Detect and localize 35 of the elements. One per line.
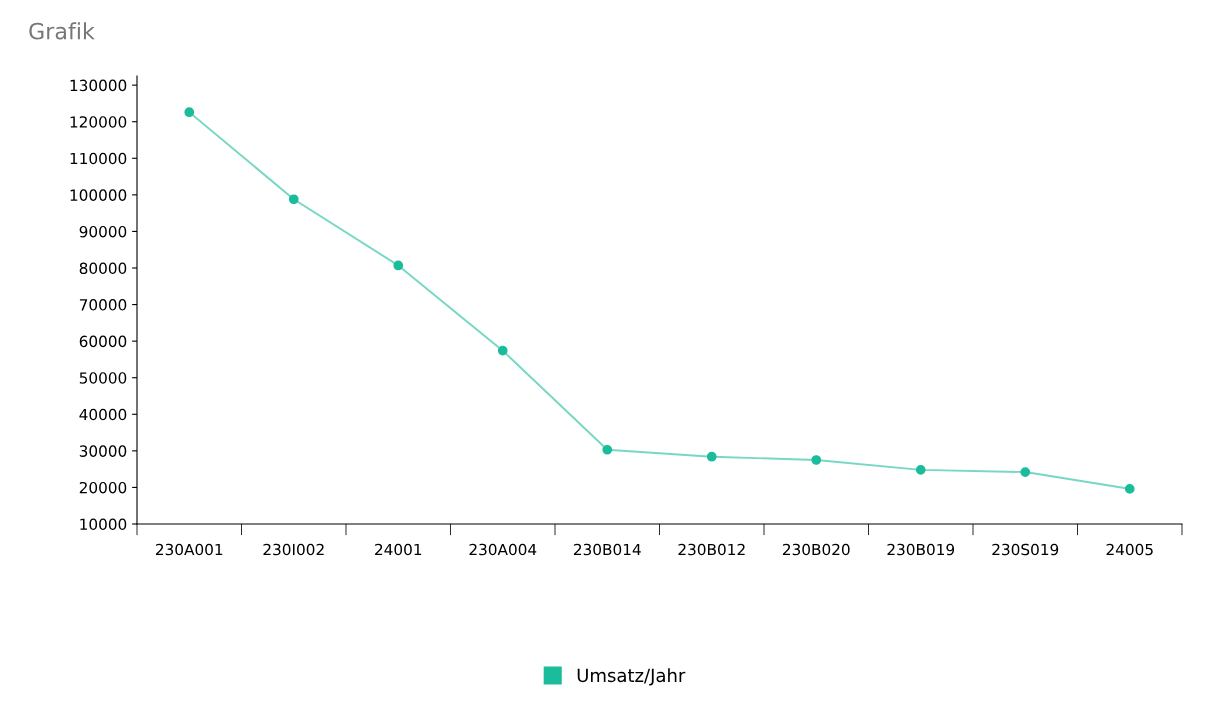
legend-label: Umsatz/Jahr [577,668,686,686]
y-tick-label: 110000 [70,152,127,165]
y-tick-label: 10000 [80,518,127,531]
x-tick-label: 230B020 [782,543,850,556]
point [811,455,822,465]
point [915,465,926,475]
y-tick-label: 120000 [70,116,127,128]
y-tick-label: 130000 [70,79,127,92]
point [1020,467,1031,477]
chart-title: Grafik [29,22,95,40]
x-tick-label: 230A001 [155,543,223,556]
y-tick-label: 20000 [79,481,127,494]
y-tick-label: 100000 [70,189,127,201]
point [602,444,613,455]
point [706,451,717,462]
point [497,345,508,356]
x-tick-label: 230A004 [469,543,537,556]
y-tick-label: 40000 [79,408,127,421]
y-tick-label: 30000 [79,445,127,457]
y-tick-label: 50000 [79,372,127,384]
x-tick-label: 24001 [375,543,422,556]
x-tick-label: 230S019 [992,543,1059,556]
x-tick-label: 230B014 [573,543,641,556]
point [184,107,195,118]
y-tick-label: 60000 [79,335,127,348]
point [1124,484,1135,494]
x-tick-label: 24005 [1106,543,1153,556]
point [393,260,404,271]
x-tick-label: 230B019 [887,543,955,556]
y-tick-label: 80000 [79,262,127,275]
y-tick-label: 70000 [79,299,127,311]
x-tick-label: 230B012 [678,543,745,556]
y-tick-label: 90000 [79,225,127,238]
point [288,194,299,205]
x-tick-label: 230I002 [263,543,324,556]
